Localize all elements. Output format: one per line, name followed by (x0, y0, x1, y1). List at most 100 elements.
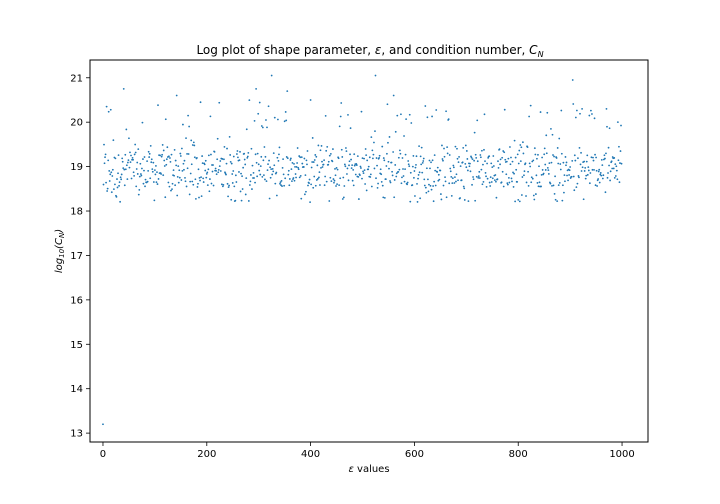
data-point (451, 177, 454, 180)
data-point (165, 163, 168, 166)
data-point (166, 146, 169, 149)
data-point (232, 170, 235, 172)
y-tick-label: 18 (70, 207, 83, 218)
ylabel-close: ) (54, 229, 65, 234)
data-point (510, 177, 513, 180)
data-point (395, 172, 398, 175)
data-point (615, 165, 618, 168)
data-point (105, 105, 108, 108)
data-point (525, 181, 528, 184)
data-point (278, 153, 280, 156)
data-point (281, 185, 283, 188)
data-point (212, 164, 214, 166)
data-point (339, 115, 342, 118)
data-point (469, 162, 471, 165)
data-point (303, 157, 306, 160)
data-point (503, 151, 506, 154)
data-point (141, 167, 143, 170)
data-point (310, 166, 313, 169)
data-point (571, 159, 574, 162)
data-point (283, 184, 286, 187)
data-point (376, 164, 378, 167)
data-point (362, 172, 365, 175)
data-point (255, 87, 257, 90)
data-point (510, 156, 512, 159)
data-point (173, 174, 175, 177)
data-point (520, 146, 523, 149)
data-point (442, 184, 445, 187)
data-point (424, 105, 427, 107)
data-point (241, 175, 243, 178)
data-point (254, 181, 256, 184)
data-point (471, 158, 474, 161)
data-point (414, 166, 417, 169)
data-point (455, 180, 457, 183)
data-point (369, 173, 372, 176)
data-point (211, 170, 214, 173)
data-point (444, 176, 446, 179)
data-point (427, 178, 429, 181)
data-point (536, 157, 538, 160)
data-point (484, 172, 487, 174)
data-point (445, 196, 448, 199)
data-point (236, 153, 238, 155)
data-point (317, 144, 320, 147)
data-point (178, 176, 181, 179)
data-point (229, 161, 232, 163)
data-point (541, 169, 544, 171)
data-point (122, 87, 125, 90)
svg-text:Log plot of shape parameter, ε: Log plot of shape parameter, ε, and cond… (196, 43, 543, 59)
data-point (565, 164, 567, 167)
data-point (333, 179, 336, 182)
data-point (479, 156, 482, 159)
data-point (293, 162, 295, 165)
data-point (576, 182, 579, 185)
data-point (245, 128, 248, 131)
data-point (104, 156, 106, 159)
data-point (350, 167, 353, 170)
data-point (286, 157, 289, 160)
data-point (266, 169, 269, 172)
data-point (124, 168, 127, 171)
data-point (135, 168, 138, 170)
data-point (357, 198, 360, 200)
data-point (212, 184, 215, 187)
data-point (151, 168, 154, 171)
data-point (308, 178, 311, 181)
data-point (346, 173, 348, 175)
data-point (340, 102, 343, 104)
data-point (269, 176, 272, 179)
data-point (285, 119, 288, 122)
data-point (423, 178, 426, 181)
data-point (209, 178, 211, 180)
data-point (348, 164, 350, 167)
data-point (121, 160, 124, 163)
data-point (231, 182, 234, 184)
data-point (490, 181, 493, 183)
data-point (336, 168, 339, 171)
data-point (191, 144, 194, 146)
x-axis-label: ε values (348, 464, 389, 475)
data-point (302, 166, 305, 168)
data-point (300, 156, 303, 159)
data-point (393, 196, 396, 199)
data-point (117, 154, 120, 157)
data-point (559, 163, 562, 165)
data-point (409, 171, 412, 174)
data-point (131, 157, 134, 159)
data-point (486, 162, 488, 165)
data-point (446, 146, 449, 149)
data-point (612, 167, 615, 170)
data-point (123, 184, 126, 187)
data-point (308, 182, 310, 185)
data-point (129, 161, 132, 164)
data-point (342, 196, 345, 199)
data-point (549, 182, 552, 185)
data-point (327, 160, 330, 163)
data-point (555, 157, 558, 159)
data-point (521, 176, 524, 178)
data-point (440, 198, 443, 201)
data-point (454, 176, 456, 179)
data-point (460, 179, 463, 182)
data-point (536, 182, 539, 184)
